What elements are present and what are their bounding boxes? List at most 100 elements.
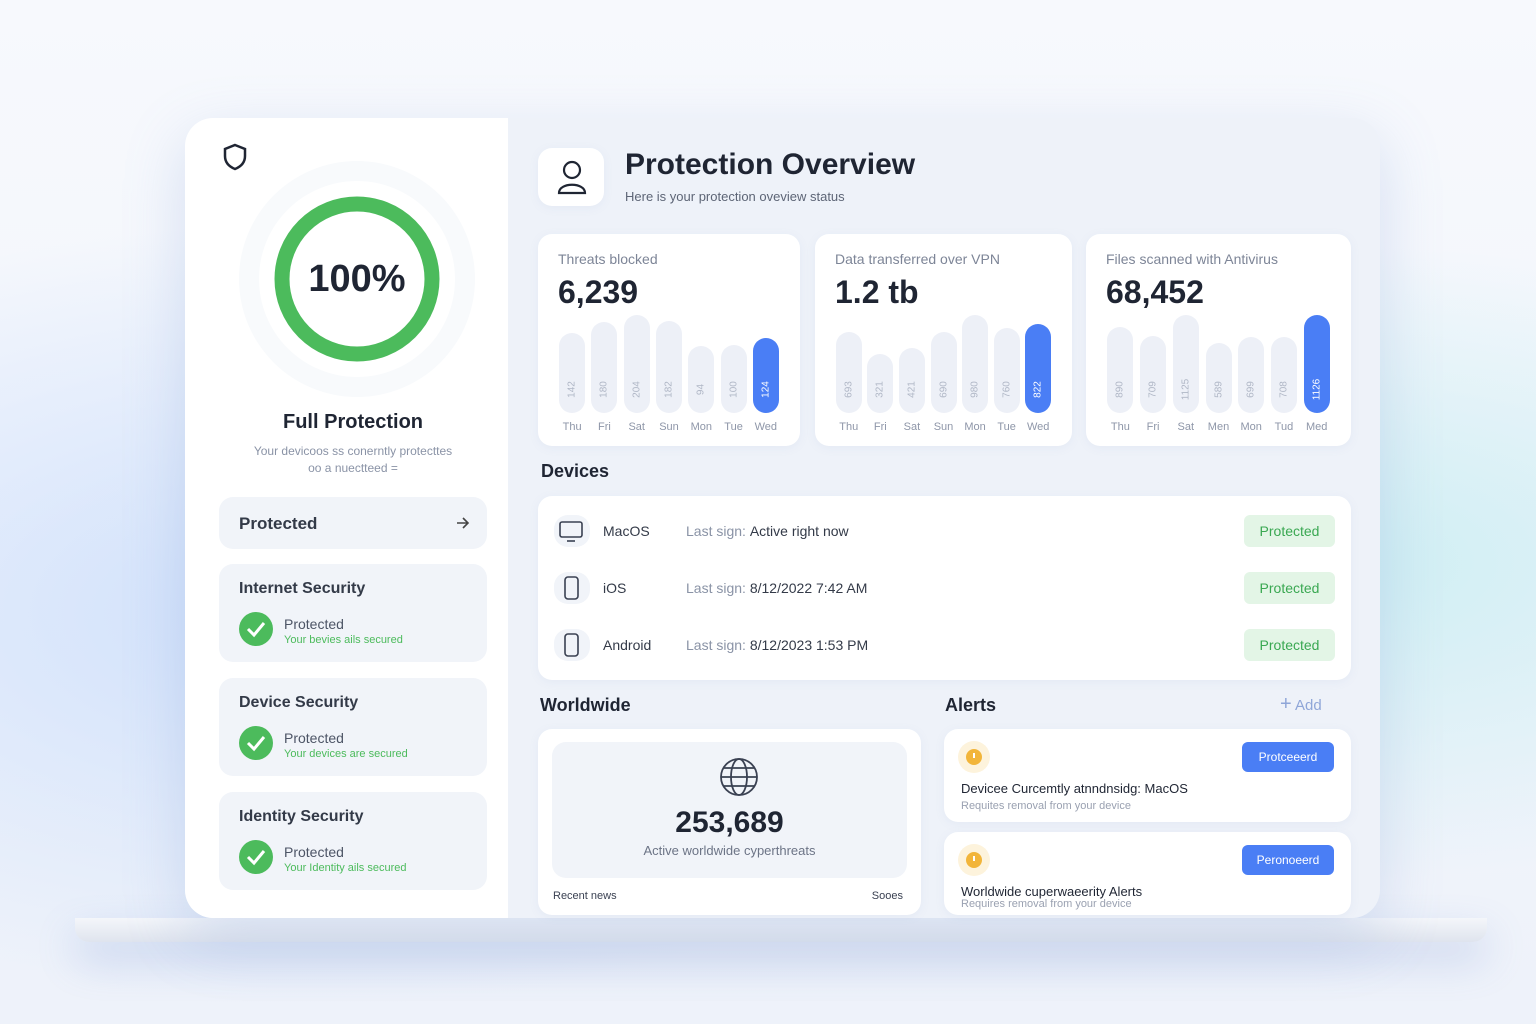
security-card: Identity Security Protected Your Identity … (219, 792, 487, 890)
bar-label: 204 (631, 381, 643, 398)
device-icon (564, 576, 579, 600)
shield-icon (223, 143, 247, 171)
globe-icon (720, 758, 758, 796)
bar (623, 315, 650, 413)
bar-label: 890 (1114, 381, 1126, 398)
bar (1270, 336, 1297, 413)
card-status: Protected (284, 616, 344, 632)
score-ring (239, 161, 475, 397)
bar-label: 709 (1147, 381, 1159, 398)
bar-label: 699 (1245, 381, 1257, 398)
day-label: Sun (659, 421, 679, 433)
status-pill: Protected (1244, 572, 1335, 604)
bar (867, 354, 894, 413)
last-sign-label: Last sign: (686, 580, 746, 596)
bar-label: 100 (728, 381, 740, 398)
device-icon (559, 521, 583, 542)
check-icon (239, 726, 273, 760)
protected-button[interactable]: Protected (219, 497, 487, 549)
add-label: Add (1295, 697, 1322, 714)
stat-label: Data transferred over VPN (835, 251, 1000, 267)
worldwide-card: 253,689 Active worldwide cyperthreats Re… (538, 729, 921, 915)
bar (559, 332, 586, 413)
bar-label: 421 (906, 381, 918, 398)
bar (993, 328, 1020, 413)
last-sign: Last sign: 8/12/2022 7:42 AM (686, 580, 867, 596)
bar-label: 124 (760, 381, 772, 398)
alert-title: Devicee Curcemtly atnndnsidg: MacOS (961, 781, 1188, 796)
button-label: Protected (239, 514, 318, 533)
section-heading: Devices (541, 461, 610, 481)
plus-icon: + (1280, 693, 1292, 715)
bar (1025, 324, 1052, 413)
bar (752, 337, 779, 413)
bar-label: 142 (566, 381, 578, 398)
bar-label: 822 (1032, 381, 1044, 398)
day-label: Med (1305, 421, 1328, 433)
bar (656, 321, 682, 413)
stat-label: Files scanned with Antivirus (1106, 251, 1278, 267)
warning-icon (958, 741, 990, 773)
bar-label: 180 (598, 381, 610, 398)
status-pill: Protected (1244, 515, 1335, 547)
user-icon (557, 160, 587, 195)
last-sign-value: 8/12/2022 7:42 AM (749, 580, 868, 596)
bar (688, 346, 715, 413)
day-label: Mon (690, 421, 712, 433)
devices-card: MacOS Last sign: Active right now Protecte… (538, 496, 1351, 680)
day-label: Mon (964, 421, 986, 433)
alert-action[interactable]: Protceeerd (1242, 742, 1334, 772)
news-link[interactable]: Sooes (871, 890, 903, 902)
day-label: Thu (839, 421, 859, 433)
last-sign-label: Last sign: (686, 523, 746, 539)
alert-card: Devicee Curcemtly atnndnsidg: MacOS Requi… (944, 729, 1351, 822)
day-label: Fri (1146, 421, 1160, 433)
page-subtitle: Here is your protection oveview status (625, 189, 845, 204)
bar-label: 589 (1213, 381, 1224, 398)
threat-count: 253,689 (675, 806, 784, 839)
alert-action[interactable]: Peronoeerd (1242, 845, 1334, 875)
arrow-icon (457, 517, 470, 529)
alert-card: Worldwide cuperwaeerity Alerts Requires r… (944, 832, 1351, 915)
day-label: Tud (1274, 421, 1294, 433)
day-label: Sat (628, 421, 645, 433)
bar-label: 1126 (1311, 378, 1323, 401)
card-title: Internet Security (239, 580, 366, 597)
card-status: Protected (284, 844, 344, 860)
device-icon-box (554, 629, 590, 661)
last-sign-label: Last sign: (686, 637, 746, 653)
card-title: Device Security (239, 694, 359, 711)
stat-card: Data transferred over VPN 1.2 tb 693 Thu 321… (815, 234, 1072, 446)
day-label: Tue (724, 421, 743, 433)
device-name: iOS (603, 580, 627, 596)
last-sign: Last sign: 8/12/2023 1:53 PM (686, 637, 868, 653)
add-button[interactable]: + Add (1280, 694, 1322, 714)
laptop-base (75, 918, 1487, 942)
bar (1107, 327, 1134, 413)
bar-label: 980 (969, 381, 981, 398)
day-label: Fri (873, 421, 887, 433)
bar (930, 332, 957, 413)
bar-label: 708 (1278, 381, 1290, 398)
day-label: Fri (598, 421, 611, 433)
bar-label: 182 (663, 381, 675, 398)
sidebar-subtitle: oo a nuectteed = (308, 461, 398, 475)
section-heading: Alerts (945, 695, 997, 715)
card-note: Your bevies ails secured (284, 634, 403, 646)
bar (962, 315, 989, 413)
last-sign-value: Active right now (749, 523, 849, 539)
threat-caption: Active worldwide cyperthreats (643, 843, 816, 858)
bar (1238, 336, 1265, 413)
bar (835, 331, 862, 413)
bar-label: 690 (938, 381, 949, 398)
device-name: MacOS (603, 523, 650, 539)
day-label: Thu (1110, 421, 1130, 433)
bar-label: 1125 (1180, 378, 1192, 401)
bar (720, 344, 747, 413)
alert-title: Worldwide cuperwaeerity Alerts (961, 884, 1143, 899)
last-sign: Last sign: Active right now (686, 523, 849, 539)
stat-value: 68,452 (1106, 274, 1204, 310)
stat-label: Threats blocked (558, 251, 658, 267)
device-name: Android (603, 637, 652, 653)
